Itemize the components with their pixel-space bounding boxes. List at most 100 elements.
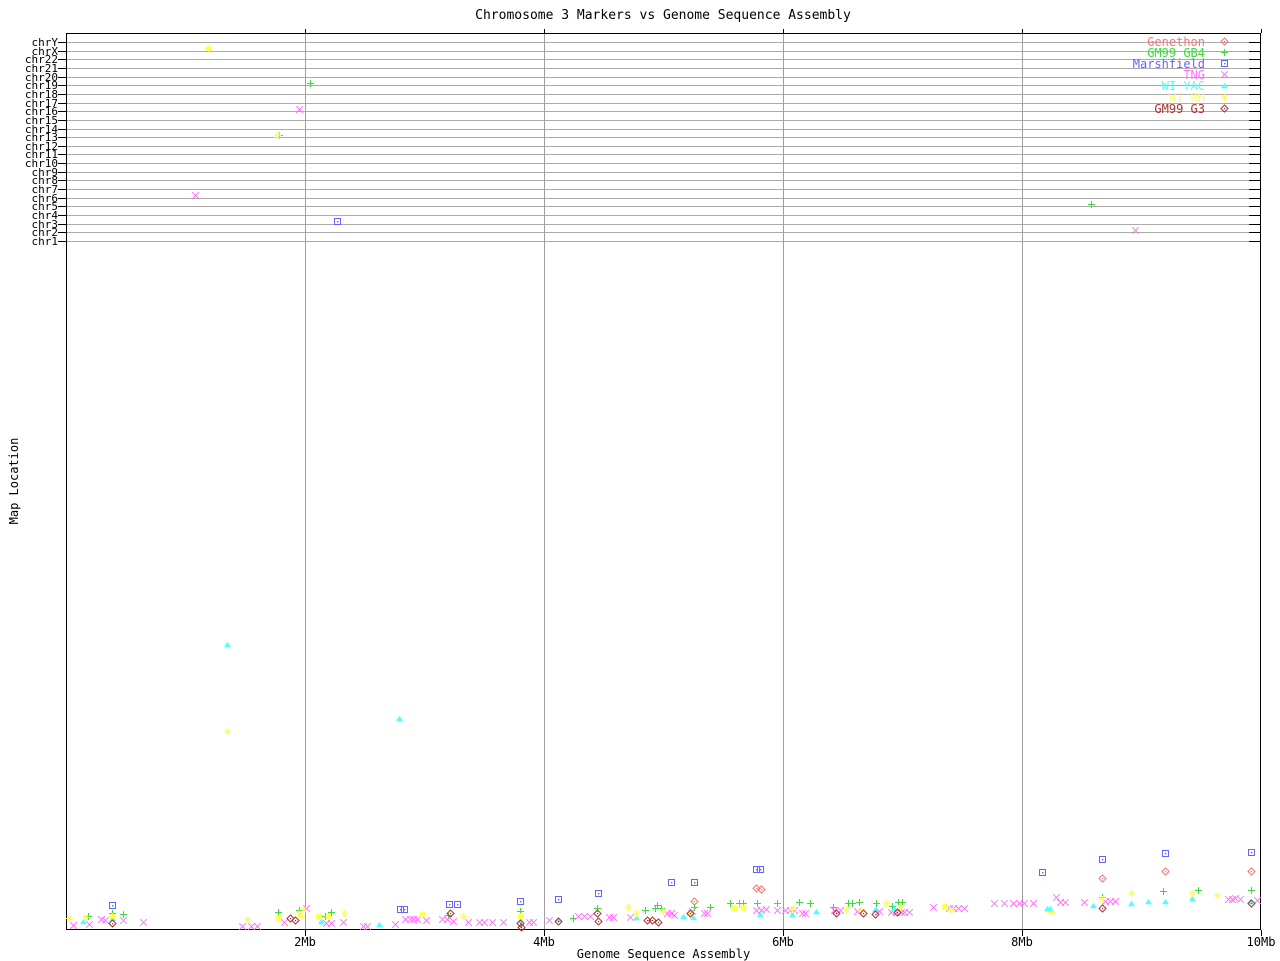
y-tick-right-chr22 [1249, 59, 1261, 60]
gridline-chr18 [66, 94, 1261, 95]
legend-item-tng: TNG [1000, 69, 1250, 81]
data-point [443, 915, 452, 924]
data-point [624, 903, 633, 912]
data-point [253, 922, 262, 931]
data-point [516, 912, 525, 921]
chrom-label-chrY: chrY [31, 36, 59, 49]
data-point [752, 884, 761, 893]
x-tick-label-10mb: 10Mb [1246, 935, 1276, 949]
x-tick-label-4mb: 4Mb [533, 935, 555, 949]
y-tick-right-chr15 [1249, 120, 1261, 121]
gridline-chr9 [66, 172, 1261, 173]
data-point [1247, 886, 1256, 895]
chrom-label-chr20: chr20 [24, 71, 58, 84]
data-point [1098, 904, 1107, 913]
data-point [954, 904, 963, 913]
data-point [324, 912, 333, 921]
chrom-label-chr10: chr10 [24, 157, 58, 170]
gridline-chrY [66, 42, 1261, 43]
data-point [593, 909, 602, 918]
chrom-label-chr5: chr5 [31, 200, 59, 213]
data-point [857, 906, 866, 915]
y-tick-left-chrY [58, 42, 66, 43]
data-point [488, 918, 497, 927]
chrom-label-chr2: chr2 [31, 226, 59, 239]
data-point [363, 922, 372, 931]
data-point [929, 903, 938, 912]
y-tick-right-chr4 [1249, 215, 1261, 216]
data-point [855, 898, 864, 907]
gridline-chr22 [66, 59, 1261, 60]
data-point [223, 640, 232, 649]
gridline-chr8 [66, 180, 1261, 181]
data-point [295, 909, 304, 918]
data-point [1098, 874, 1107, 883]
y-tick-left-chr8 [58, 180, 66, 181]
y-tick-right-chr14 [1249, 129, 1261, 130]
gridline-chr1 [66, 241, 1261, 242]
data-point [609, 913, 618, 922]
data-point [306, 79, 315, 88]
y-tick-right-chr10 [1249, 163, 1261, 164]
data-point [960, 904, 969, 913]
y-tick-right-chr5 [1249, 206, 1261, 207]
chrom-label-chr4: chr4 [31, 209, 59, 222]
data-point [1046, 904, 1055, 913]
chrom-label-chr17: chr17 [24, 97, 58, 110]
data-point [243, 915, 252, 924]
data-point [1020, 899, 1029, 908]
data-point [204, 44, 213, 53]
data-point [418, 910, 427, 919]
gridline-chr19 [66, 85, 1261, 86]
legend-item-gm99-g3: GM99 G3 [1000, 103, 1250, 115]
legend-symbol-plus [1220, 48, 1229, 57]
data-point [654, 918, 663, 927]
data-point [940, 902, 949, 911]
data-point [740, 903, 749, 912]
data-point [752, 865, 761, 874]
chrom-label-chr1: chr1 [31, 235, 59, 248]
data-point [108, 901, 117, 910]
data-point [1188, 889, 1197, 898]
data-point [69, 921, 78, 930]
data-point [580, 912, 589, 921]
data-point [191, 191, 200, 200]
data-point [905, 908, 914, 917]
chrom-label-chr13: chr13 [24, 131, 58, 144]
data-point [1087, 200, 1096, 209]
y-tick-right-chr16 [1249, 111, 1261, 112]
chrom-label-chr6: chr6 [31, 192, 59, 205]
data-point [79, 917, 88, 926]
gridline-chr16 [66, 111, 1261, 112]
chrom-label-chr15: chr15 [24, 114, 58, 127]
x-tick-label-8mb: 8Mb [1011, 935, 1033, 949]
y-tick-left-chr2 [58, 232, 66, 233]
y-tick-left-chr14 [58, 129, 66, 130]
data-point [65, 914, 74, 923]
data-point [1247, 848, 1256, 857]
data-point [773, 906, 782, 915]
y-tick-right-chr6 [1249, 198, 1261, 199]
y-tick-right-chr17 [1249, 103, 1261, 104]
data-point [893, 908, 902, 917]
y-tick-left-chr11 [58, 154, 66, 155]
data-point [812, 907, 821, 916]
chrom-label-chr11: chr11 [24, 148, 58, 161]
data-point [626, 913, 635, 922]
x-tick-bottom-2mb [305, 930, 306, 936]
chrom-label-chr19: chr19 [24, 79, 58, 92]
x-tick-top-8mb [1022, 29, 1023, 33]
gridline-chr14 [66, 129, 1261, 130]
data-point [685, 909, 694, 918]
x-tick-bottom-6mb [783, 930, 784, 936]
data-point [400, 905, 409, 914]
legend-item-marshfield: Marshfield [1000, 58, 1250, 70]
data-point [801, 909, 810, 918]
y-tick-left-chr19 [58, 85, 66, 86]
gridline-chr20 [66, 77, 1261, 78]
y-tick-right-chr3 [1249, 224, 1261, 225]
data-point [375, 920, 384, 929]
data-point [291, 916, 300, 925]
data-point [594, 889, 603, 898]
data-point [223, 727, 232, 736]
